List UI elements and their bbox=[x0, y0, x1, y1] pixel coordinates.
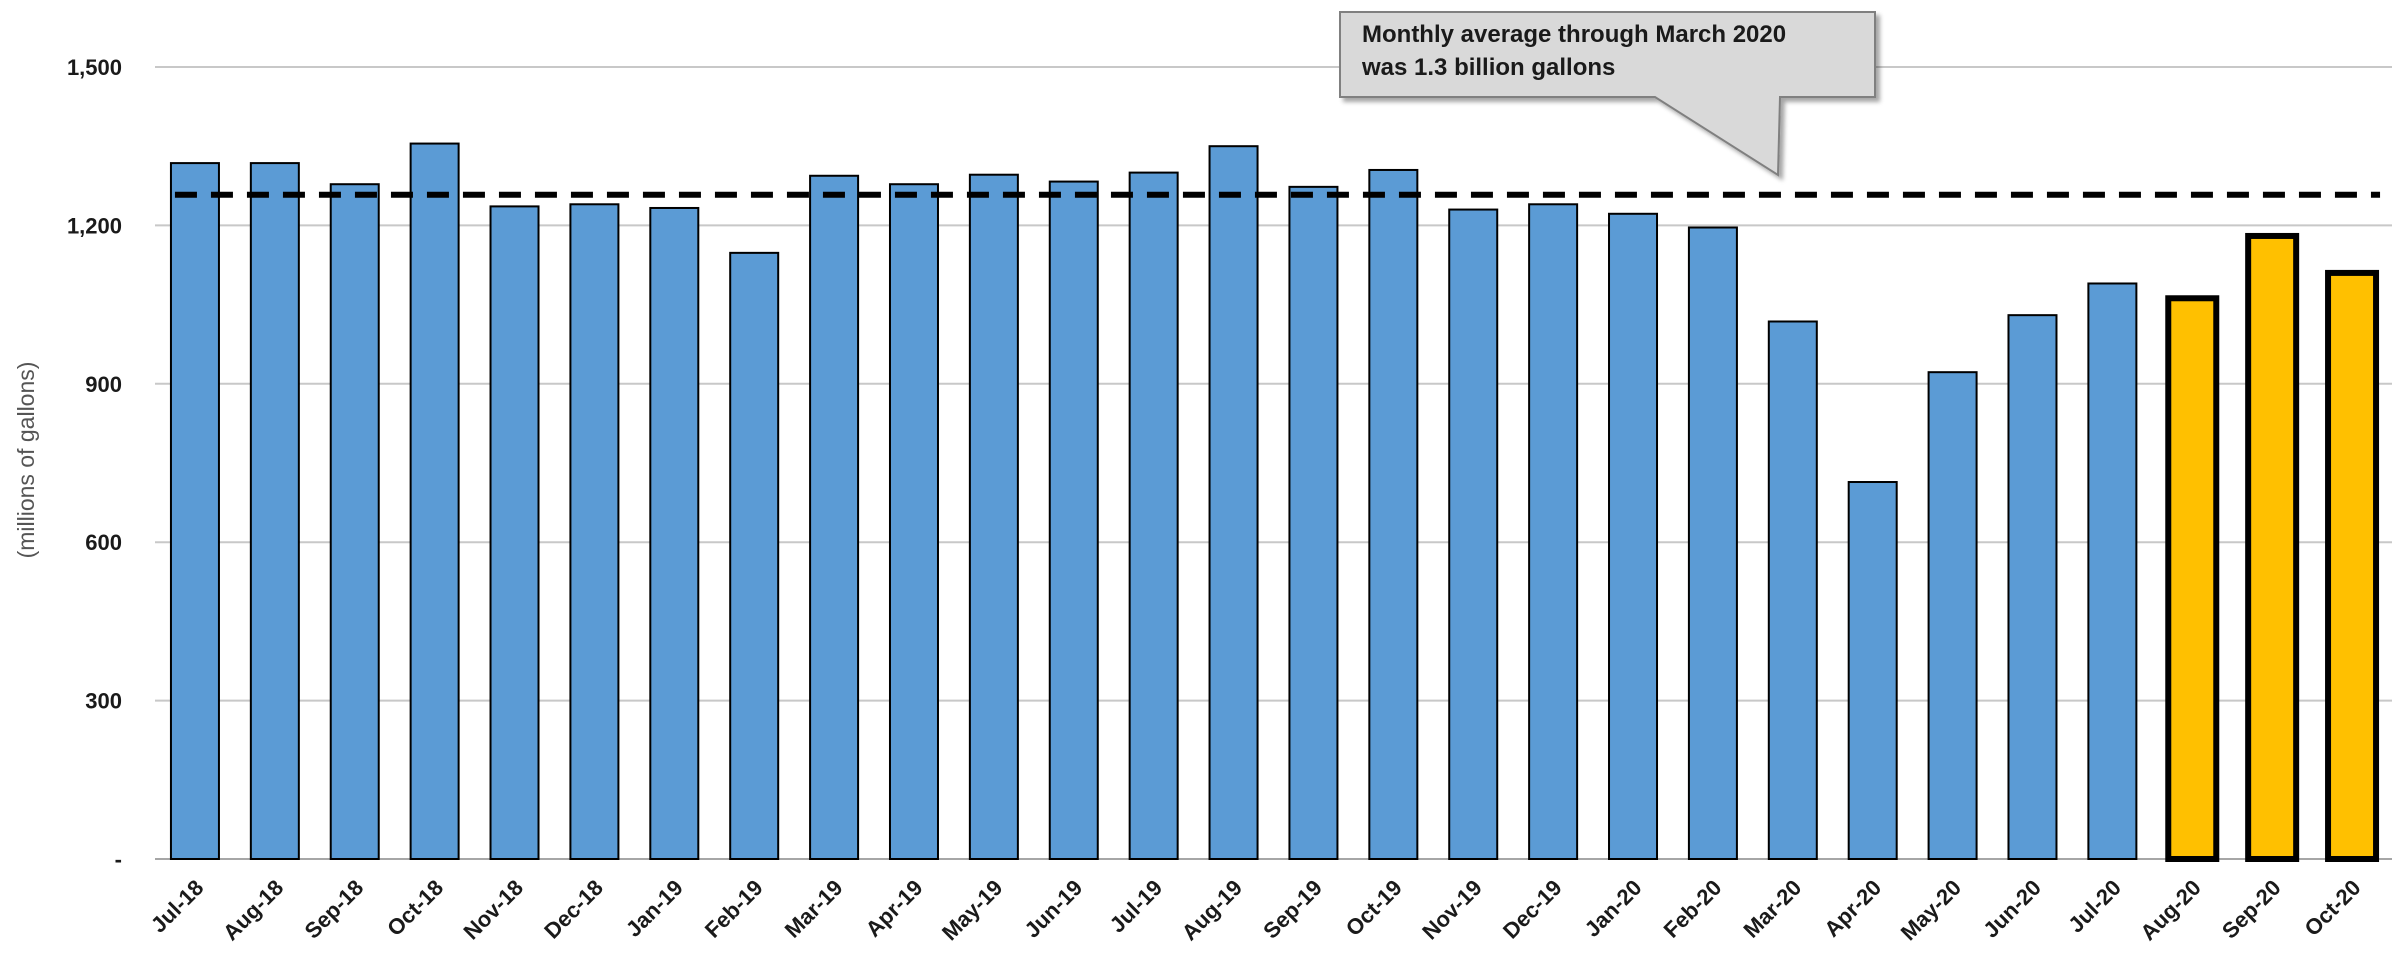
x-tick-label: Jan-19 bbox=[621, 875, 688, 942]
bar-mar-19 bbox=[809, 174, 860, 860]
callout-line-1: Monthly average through March 2020 bbox=[1362, 21, 1786, 48]
x-tick-label: Apr-20 bbox=[1819, 875, 1886, 942]
bar-jul-19 bbox=[1128, 171, 1179, 861]
y-tick-label: 1,200 bbox=[67, 213, 122, 238]
y-tick-label: - bbox=[115, 847, 122, 872]
bar-nov-19 bbox=[1448, 208, 1499, 860]
bar-feb-20 bbox=[1687, 226, 1738, 860]
bar-apr-20 bbox=[1847, 481, 1898, 860]
bar-oct-18 bbox=[409, 142, 460, 860]
x-tick-label: Jun-19 bbox=[1019, 875, 1087, 943]
y-tick-label: 1,500 bbox=[67, 55, 122, 80]
x-tick-label: Jun-20 bbox=[1978, 875, 2046, 943]
bar-jun-20 bbox=[2007, 314, 2058, 861]
x-tick-label: May-19 bbox=[937, 875, 1007, 945]
x-axis: Jul-18 Aug-18 Sep-18 Oct-18 Nov-18 Dec-18 Jan-… bbox=[146, 875, 2366, 945]
x-tick-label: Jul-19 bbox=[1105, 875, 1168, 938]
x-tick-label: Mar-20 bbox=[1739, 875, 1807, 943]
x-tick-label: Sep-19 bbox=[1258, 875, 1327, 944]
bar-apr-19 bbox=[888, 183, 939, 860]
x-tick-label: Nov-18 bbox=[459, 875, 529, 945]
x-tick-label: Oct-19 bbox=[1341, 875, 1407, 941]
bar-mar-20 bbox=[1767, 320, 1818, 861]
bar-nov-18 bbox=[489, 205, 540, 860]
x-tick-label: Mar-19 bbox=[780, 875, 848, 943]
bar-dec-19 bbox=[1528, 203, 1579, 860]
x-tick-label: Jan-20 bbox=[1580, 875, 1647, 942]
x-tick-label: Jul-20 bbox=[2063, 875, 2126, 938]
bar-jun-19 bbox=[1048, 180, 1099, 861]
x-tick-label: Dec-19 bbox=[1498, 875, 1567, 944]
y-axis-label: (millions of gallons) bbox=[13, 362, 39, 559]
x-tick-label: Sep-18 bbox=[300, 875, 369, 944]
y-tick-label: 900 bbox=[85, 372, 122, 397]
x-tick-label: Jul-18 bbox=[146, 875, 209, 938]
bar-aug-20 bbox=[2165, 295, 2220, 863]
bar-jul-20 bbox=[2087, 282, 2138, 861]
bar-aug-18 bbox=[249, 162, 300, 860]
x-tick-label: Aug-18 bbox=[218, 875, 288, 945]
x-tick-label: Oct-18 bbox=[382, 875, 448, 941]
bar-sep-18 bbox=[329, 183, 380, 860]
x-tick-label: Nov-19 bbox=[1417, 875, 1487, 945]
bar-may-20 bbox=[1927, 371, 1978, 860]
bar-dec-18 bbox=[569, 203, 620, 860]
bar-jan-19 bbox=[649, 206, 700, 860]
x-tick-label: May-20 bbox=[1896, 875, 1966, 945]
bars bbox=[169, 142, 2380, 863]
x-tick-label: Oct-20 bbox=[2299, 875, 2365, 941]
bar-jan-20 bbox=[1608, 212, 1659, 860]
bar-sep-19 bbox=[1288, 185, 1339, 860]
x-tick-label: Apr-19 bbox=[861, 875, 928, 942]
bar-aug-19 bbox=[1208, 145, 1259, 860]
x-tick-label: Sep-20 bbox=[2217, 875, 2286, 944]
callout-shape bbox=[1339, 11, 1876, 177]
bar-sep-20 bbox=[2245, 232, 2300, 862]
x-tick-label: Feb-20 bbox=[1659, 875, 1727, 943]
bar-jul-18 bbox=[169, 162, 220, 860]
y-tick-label: 600 bbox=[85, 530, 122, 555]
y-tick-label: 300 bbox=[85, 689, 122, 714]
bar-oct-19 bbox=[1368, 168, 1419, 860]
x-tick-label: Feb-19 bbox=[700, 875, 768, 943]
x-tick-label: Dec-18 bbox=[539, 875, 608, 944]
x-tick-label: Aug-19 bbox=[1177, 875, 1247, 945]
callout-line-2: was 1.3 billion gallons bbox=[1361, 54, 1615, 81]
bar-feb-19 bbox=[729, 251, 780, 860]
bar-oct-20 bbox=[2325, 269, 2380, 863]
y-axis: - 300 600 900 1,200 1,500 bbox=[67, 55, 122, 872]
bar-may-19 bbox=[968, 173, 1019, 861]
x-tick-label: Aug-20 bbox=[2135, 875, 2205, 945]
annotation-callout: Monthly average through March 2020 was 1… bbox=[1339, 11, 1876, 177]
